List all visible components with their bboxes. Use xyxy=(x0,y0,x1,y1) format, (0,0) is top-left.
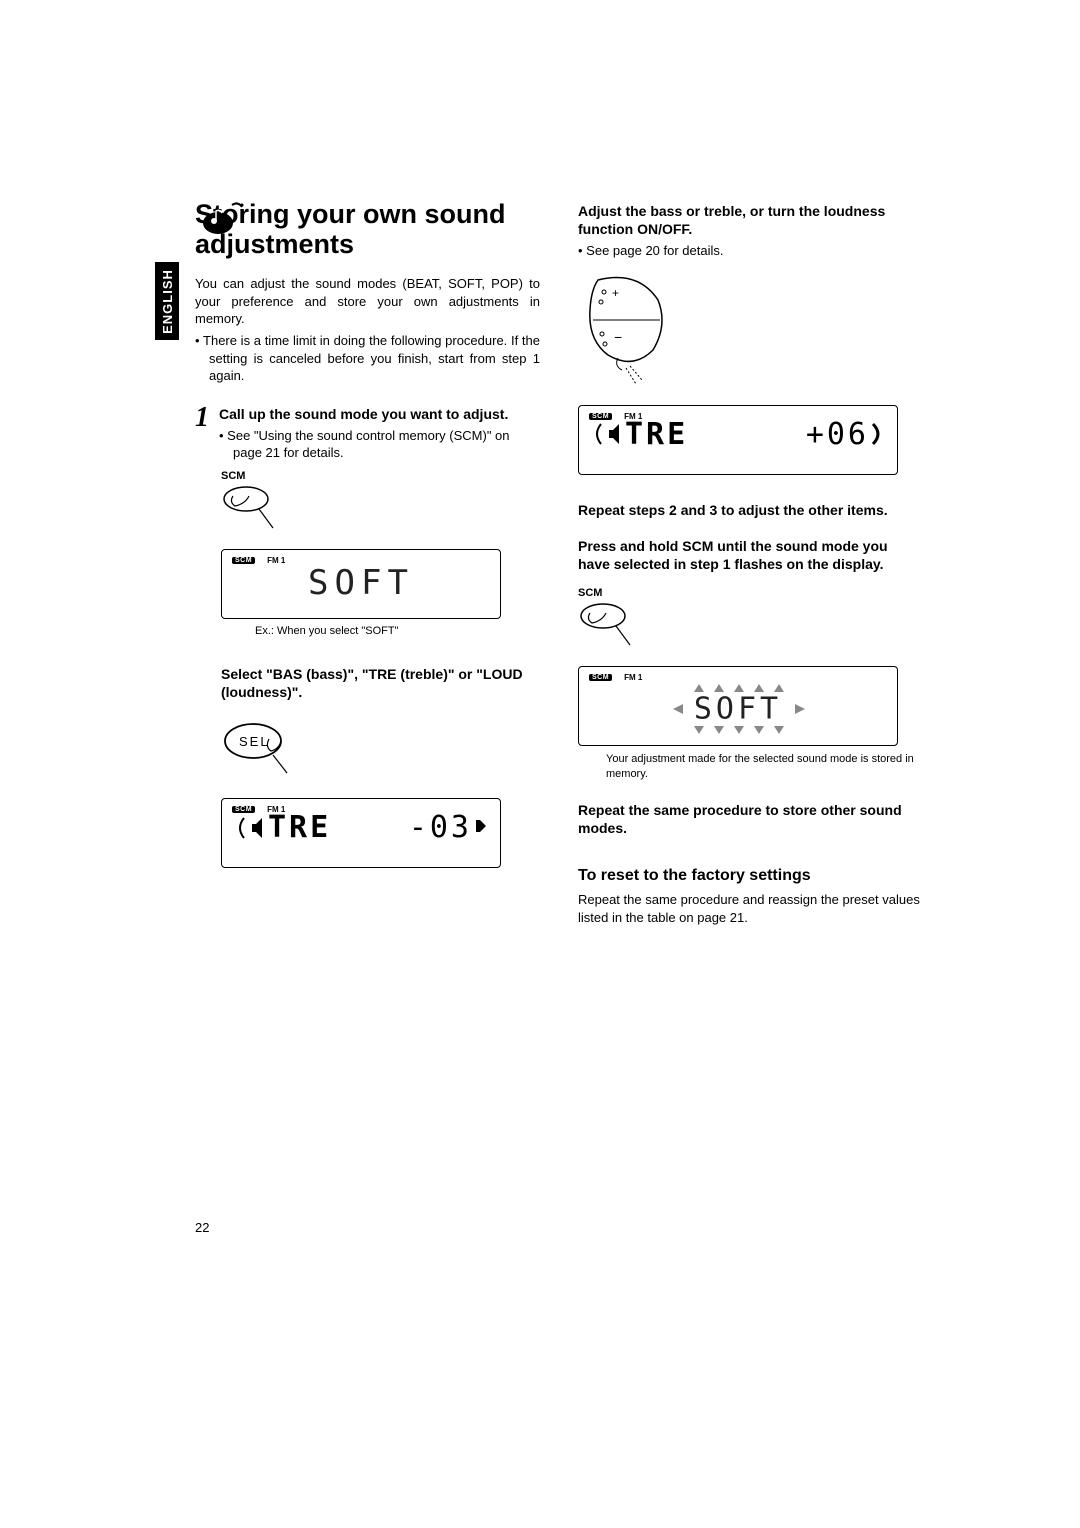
band-label: FM 1 xyxy=(624,673,642,682)
left-arrow-icon xyxy=(232,814,246,842)
speaker-icon xyxy=(607,420,621,448)
step-1-title: Call up the sound mode you want to adjus… xyxy=(219,405,540,423)
left-arrow-icon xyxy=(589,420,603,448)
intro-text: You can adjust the sound modes (BEAT, SO… xyxy=(195,275,540,328)
step-3-title: Adjust the bass or treble, or turn the l… xyxy=(578,202,923,238)
display-text-soft: SOFT xyxy=(232,563,490,603)
language-label: ENGLISH xyxy=(155,262,179,340)
reset-body: Repeat the same procedure and reassign t… xyxy=(578,891,923,926)
step-1: 1 Call up the sound mode you want to adj… xyxy=(195,405,540,462)
step-4-title: Repeat steps 2 and 3 to adjust the other… xyxy=(578,501,923,519)
scm-label: SCM xyxy=(221,470,540,482)
step-6-title: Repeat the same procedure to store other… xyxy=(578,801,923,837)
scm-label-2: SCM xyxy=(578,587,923,599)
intro-bullet: • There is a time limit in doing the fol… xyxy=(195,332,540,385)
speaker-icon xyxy=(250,814,264,842)
sel-button-illustration: SEL xyxy=(221,719,540,784)
display-tre-minus: SCM FM 1 TRE -03 xyxy=(221,798,501,868)
display-tre-plus: SCM FM 1 TRE +06 xyxy=(578,405,898,475)
display-label-tre: TRE xyxy=(625,417,688,452)
step-2-title: Select "BAS (bass)", "TRE (treble)" or "… xyxy=(221,665,540,701)
display-caption: Ex.: When you select "SOFT" xyxy=(255,625,540,637)
scm-button-illustration-2 xyxy=(578,601,923,656)
display-value: +06 xyxy=(806,417,869,452)
step-number: 1 xyxy=(195,405,209,430)
display-text-soft-flash: SOFT xyxy=(694,692,782,727)
display-soft-flash: SCM FM 1 xyxy=(578,666,898,746)
scm-button-illustration xyxy=(221,484,540,539)
reset-heading: To reset to the factory settings xyxy=(578,867,923,885)
scm-chip: SCM xyxy=(589,674,612,681)
sel-text: SEL xyxy=(239,734,270,749)
right-arrow-icon xyxy=(474,814,490,842)
display-value: -03 xyxy=(409,810,472,845)
rocker-button-illustration: + − xyxy=(578,270,923,395)
step-3-bullet: • See page 20 for details. xyxy=(578,242,923,260)
display-soft: SCM FM 1 SOFT xyxy=(221,549,501,619)
svg-text:−: − xyxy=(614,329,622,345)
step-1-bullet: • See "Using the sound control memory (S… xyxy=(219,427,540,462)
page-number: 22 xyxy=(195,1220,209,1235)
music-note-icon xyxy=(200,195,248,242)
right-bracket-icon xyxy=(871,420,887,448)
scm-chip: SCM xyxy=(232,557,255,564)
display-label-tre: TRE xyxy=(268,810,331,845)
flash-caption: Your adjustment made for the selected so… xyxy=(606,752,923,781)
svg-text:+: + xyxy=(612,286,619,300)
step-5-title: Press and hold SCM until the sound mode … xyxy=(578,537,923,573)
band-label: FM 1 xyxy=(267,556,285,565)
